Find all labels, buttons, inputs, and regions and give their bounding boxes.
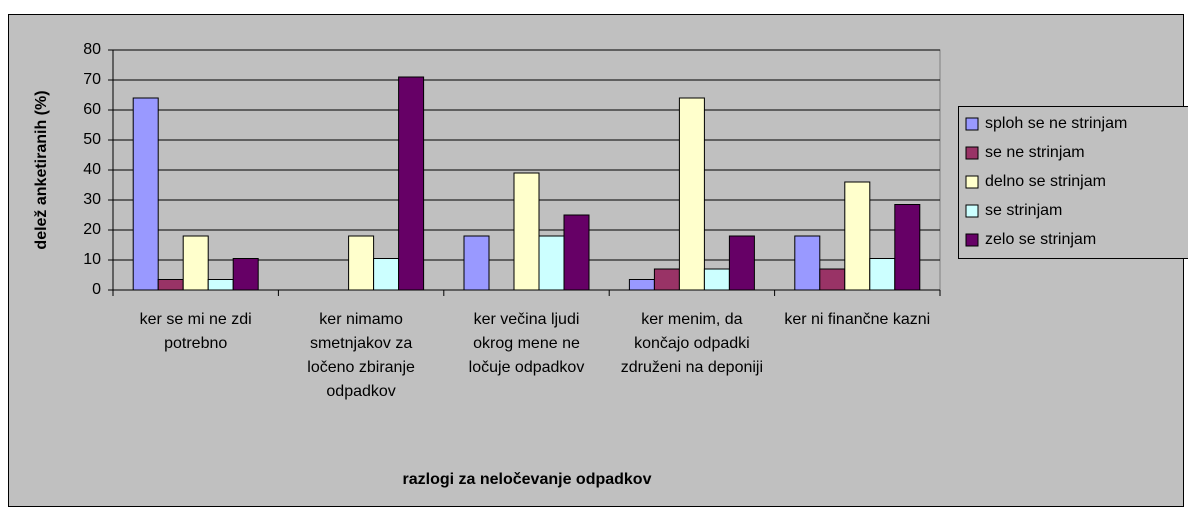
- bar: [463, 235, 490, 291]
- bar: [398, 76, 425, 291]
- y-tick-label: 70: [83, 71, 101, 88]
- y-tick-label: 0: [92, 281, 101, 298]
- legend-label: se ne strinjam: [985, 144, 1085, 161]
- legend-label: sploh se ne strinjam: [985, 115, 1127, 132]
- bar: [703, 268, 730, 291]
- y-tick-label: 30: [83, 191, 101, 208]
- legend-swatch: [965, 204, 979, 218]
- legend-swatch: [965, 117, 979, 131]
- legend-box: [958, 106, 1188, 259]
- bar: [794, 235, 821, 291]
- legend-label: delno se strinjam: [985, 173, 1106, 190]
- bar: [653, 268, 680, 291]
- bar: [373, 258, 400, 291]
- bar: [348, 235, 375, 291]
- y-tick-label: 10: [83, 251, 101, 268]
- bar: [844, 181, 871, 291]
- bar: [132, 97, 159, 291]
- bar: [182, 235, 209, 291]
- bar: [728, 235, 755, 291]
- x-tick-label: ker ni finančne kazni: [784, 311, 931, 328]
- bar: [869, 258, 896, 291]
- x-tick-label: ker menim, da končajo odpadki združeni n…: [620, 311, 764, 376]
- y-tick-label: 40: [83, 161, 101, 178]
- bar: [513, 172, 540, 291]
- bar: [819, 268, 846, 291]
- bar: [207, 279, 234, 291]
- x-tick-label: ker večina ljudi okrog mene ne ločuje od…: [468, 311, 585, 376]
- y-tick-label: 80: [83, 41, 101, 58]
- legend-swatch: [965, 175, 979, 189]
- bar: [628, 279, 655, 291]
- legend-label: se strinjam: [985, 202, 1062, 219]
- y-tick-label: 50: [83, 131, 101, 148]
- y-tick-label: 60: [83, 101, 101, 118]
- legend-swatch: [965, 146, 979, 160]
- x-axis-title: razlogi za neločevanje odpadkov: [403, 471, 652, 488]
- x-tick-label: ker nimamo smetnjakov za ločeno zbiranje…: [307, 311, 415, 400]
- bar: [678, 97, 705, 291]
- bar: [232, 258, 259, 291]
- legend-label: zelo se strinjam: [985, 231, 1096, 248]
- x-tick-label: ker se mi ne zdi potrebno: [139, 311, 252, 352]
- y-tick-label: 20: [83, 221, 101, 238]
- bar: [157, 279, 184, 291]
- bar: [894, 204, 921, 291]
- legend-swatch: [965, 233, 979, 247]
- bar: [563, 214, 590, 291]
- y-axis-title: delež anketiranih (%): [33, 90, 50, 249]
- bar: [538, 235, 565, 291]
